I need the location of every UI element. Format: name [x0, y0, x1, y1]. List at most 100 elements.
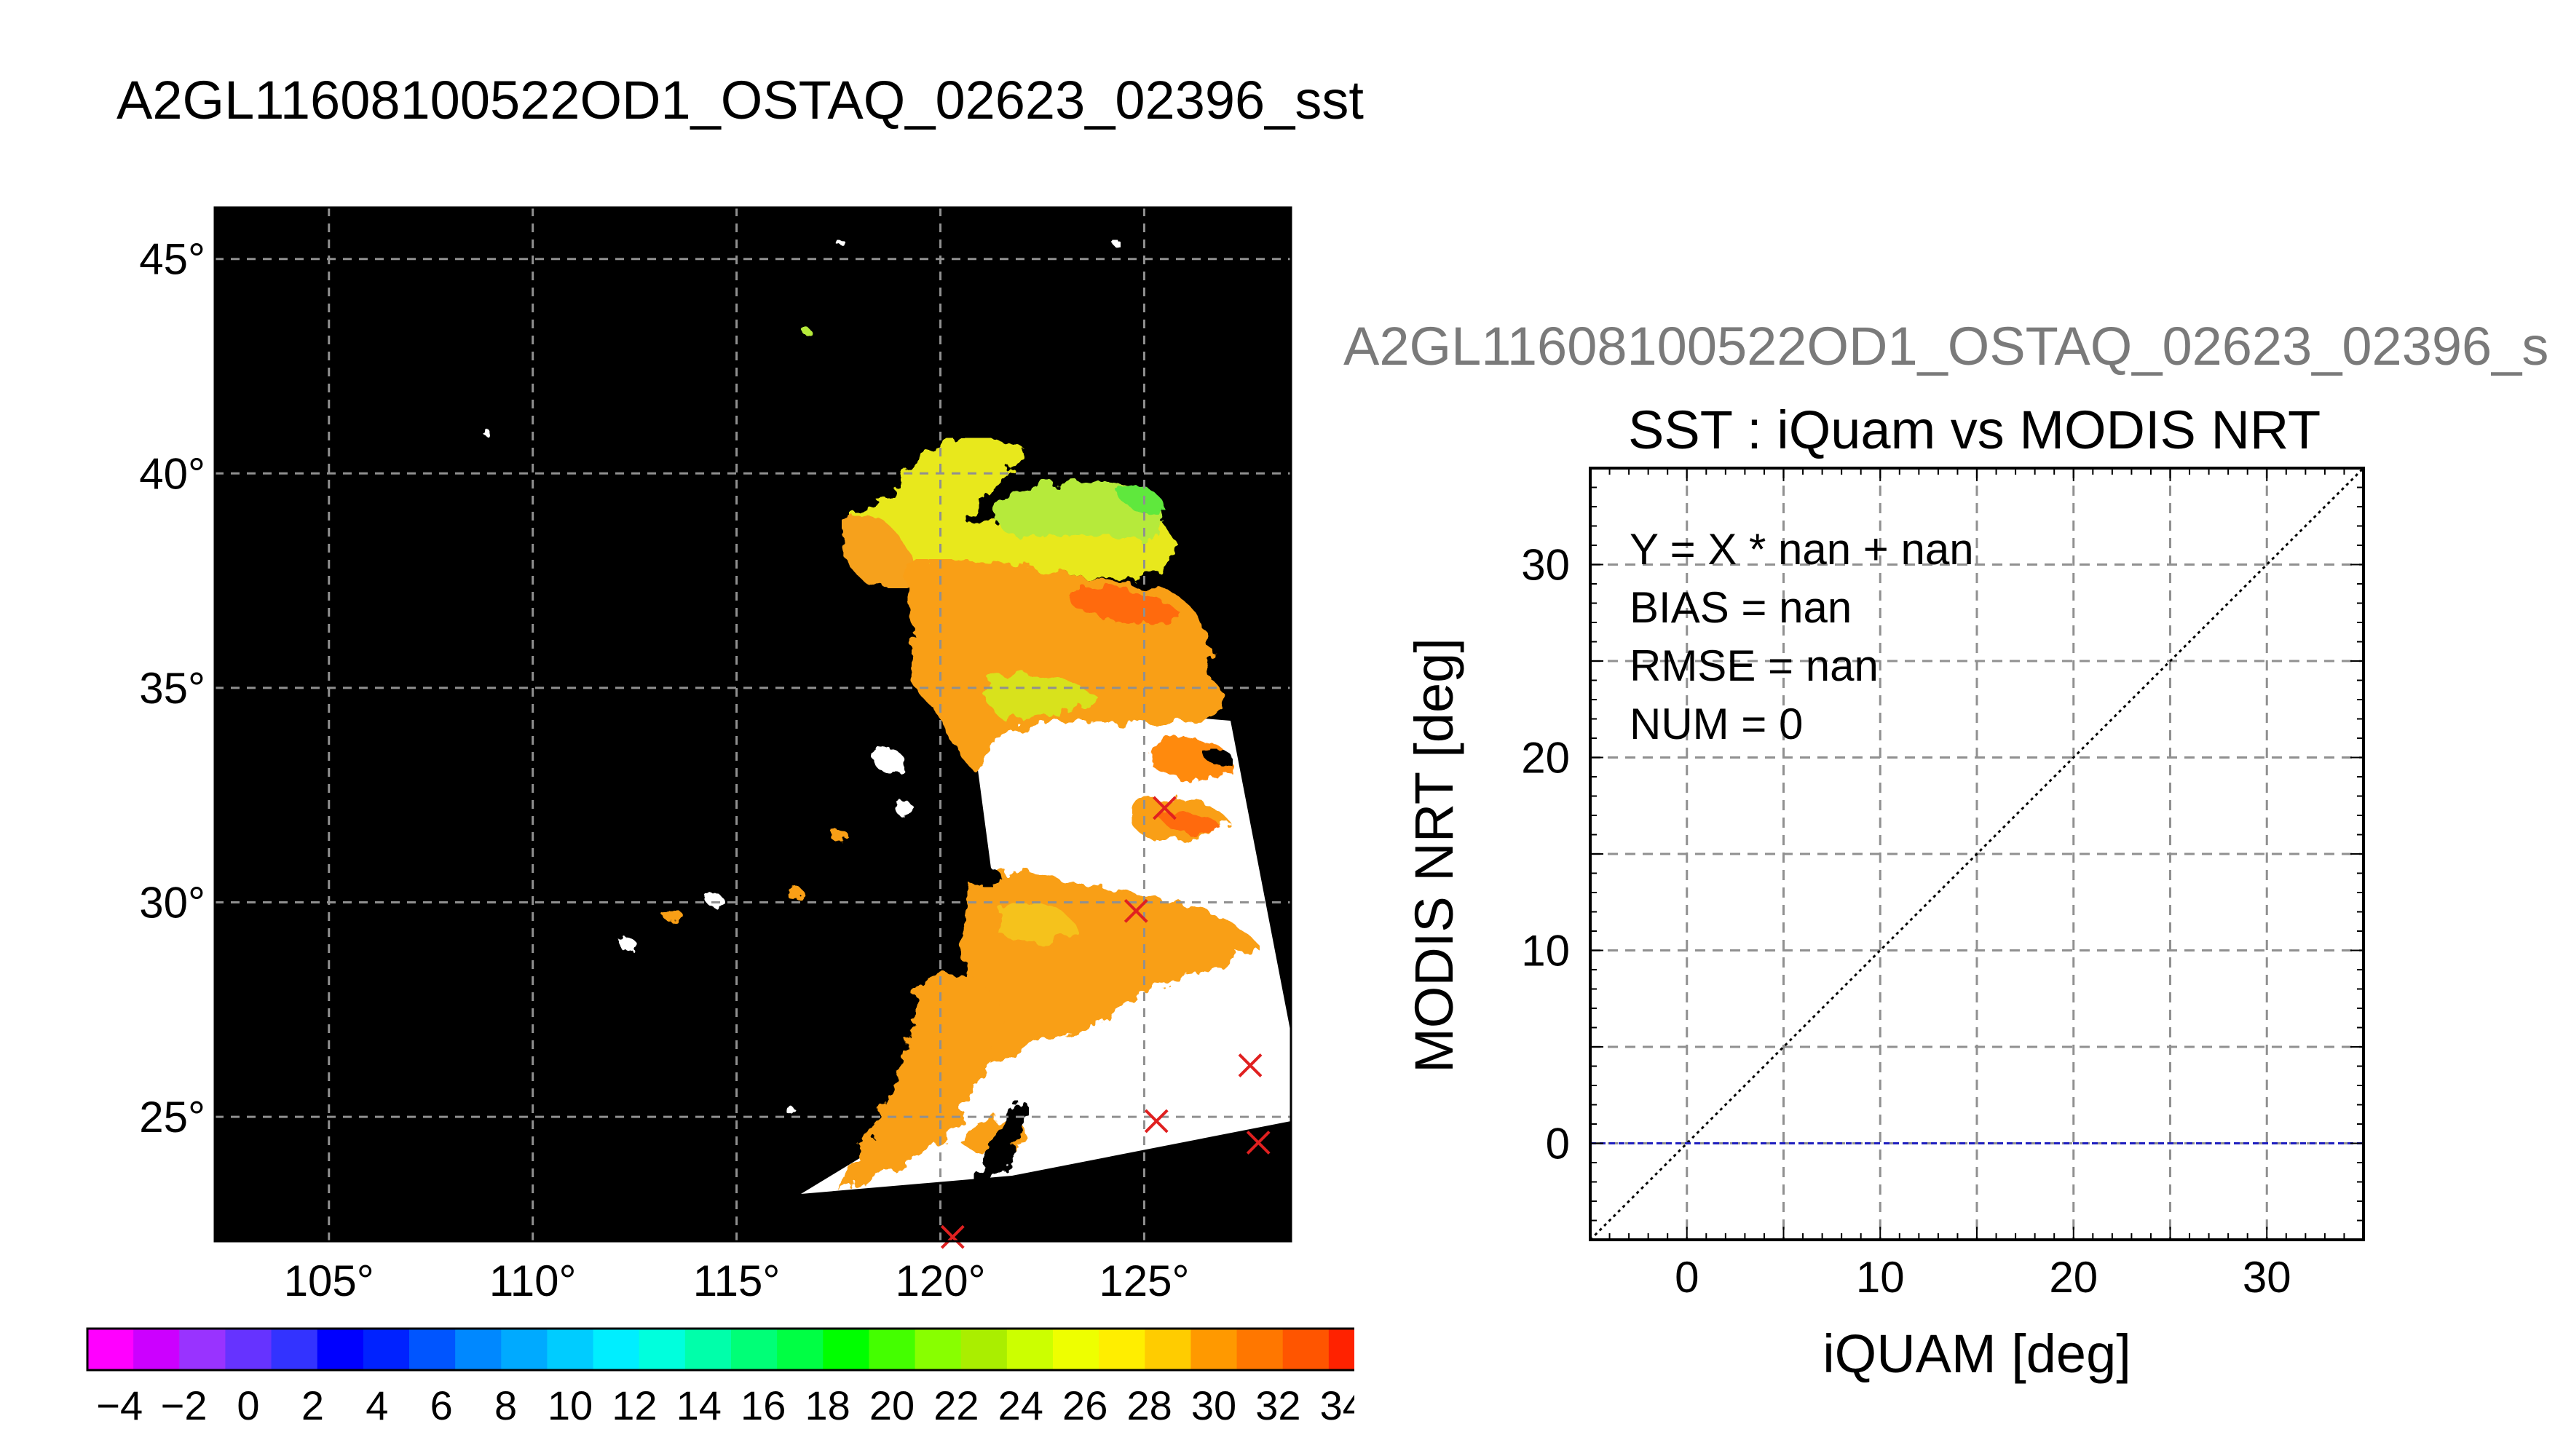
map-lon-tick-label: 110° — [489, 1257, 577, 1305]
map-gridlines — [215, 207, 1291, 1241]
colorbar-tick-label: 6 — [430, 1382, 453, 1428]
colorbar-tick-label: 22 — [933, 1382, 979, 1428]
scatter-stats: Y = X * nan + nan BIAS = nan RMSE = nan NUM… — [1630, 525, 1974, 748]
colorbar-frame — [86, 1327, 1354, 1372]
scatter-tick-labels: 0 10 20 30 0 10 20 30 — [1521, 541, 2291, 1302]
map-lat-tick-label: 45° — [139, 235, 205, 284]
colorbar-segment — [409, 1329, 456, 1370]
main-title: A2GL11608100522OD1_OSTAQ_02623_02396_sst — [117, 70, 1364, 130]
colorbar-segment — [777, 1329, 824, 1370]
colorbar-tick-label: 34 — [1320, 1382, 1354, 1428]
map-lon-tick-label: 105° — [284, 1257, 374, 1305]
colorbar-tick-label: −4 — [96, 1382, 143, 1428]
buoy-marker — [1124, 898, 1148, 923]
colorbar-segment — [1190, 1329, 1238, 1370]
colorbar-tick-label: 16 — [741, 1382, 786, 1428]
scatter-stat-line: NUM = 0 — [1630, 700, 1803, 748]
scatter-x-tick-label: 30 — [2243, 1253, 2291, 1302]
scatter-y-tick-label: 30 — [1521, 541, 1570, 590]
buoy-marker — [1144, 1109, 1169, 1133]
colorbar-segment — [1099, 1329, 1145, 1370]
land-taiwan — [974, 1100, 1029, 1197]
colorbar-segment — [915, 1329, 962, 1370]
one-to-one-line — [1589, 467, 2365, 1241]
scatter-x-axis-label: iQUAM [deg] — [1823, 1324, 2131, 1384]
colorbar-tick-label: 14 — [676, 1382, 722, 1428]
colorbar-tick-label: 24 — [998, 1382, 1043, 1428]
scatter-title: SST : iQuam vs MODIS NRT — [1628, 400, 2321, 460]
scatter-reference-lines — [1589, 467, 2365, 1241]
colorbar-tick-label: 10 — [548, 1382, 593, 1428]
scatter-stat-line: RMSE = nan — [1630, 641, 1879, 690]
scatter-frame — [1589, 467, 2365, 1241]
colorbar-tick-label: 20 — [869, 1382, 915, 1428]
map-axis-labels: 105° 110° 115° 120° 125° 45° 40° 35° 30° 25° — [139, 235, 1189, 1305]
scatter-x-tick-label: 10 — [1856, 1253, 1905, 1302]
scatter-y-tick-label: 20 — [1521, 734, 1570, 783]
scatter-y-tick-label: 10 — [1521, 927, 1570, 976]
colorbar-segment — [1006, 1329, 1054, 1370]
colorbar-segment — [87, 1329, 134, 1370]
colorbar-segment — [639, 1329, 686, 1370]
colorbar-segment — [731, 1329, 778, 1370]
colorbar-segment — [133, 1329, 180, 1370]
colorbar-segment — [501, 1329, 548, 1370]
scatter-plot: 0 10 20 30 0 10 20 30 Y = X * nan + nan BIAS = n… — [1404, 467, 2365, 1384]
colorbar-segment — [1145, 1329, 1191, 1370]
colorbar-segment — [455, 1329, 502, 1370]
inland-specks — [483, 240, 1121, 1115]
colorbar-segment — [1236, 1329, 1284, 1370]
colorbar-tick-label: 12 — [612, 1382, 657, 1428]
colorbar-segment — [1328, 1329, 1354, 1370]
sst-map: 105° 110° 115° 120° 125° 45° 40° 35° 30° 25° −4 −2… — [86, 206, 1354, 1428]
scatter-x-tick-label: 20 — [2049, 1253, 2098, 1302]
scatter-x-tick-label: 0 — [1675, 1253, 1699, 1302]
colorbar-tick-label: 28 — [1126, 1382, 1172, 1428]
colorbar-segment — [684, 1329, 732, 1370]
map-lat-tick-label: 35° — [139, 664, 205, 713]
colorbar-tick-label: 8 — [494, 1382, 517, 1428]
colorbar-segment — [225, 1329, 272, 1370]
colorbar-segment — [547, 1329, 594, 1370]
buoy-marker — [1153, 796, 1177, 820]
scatter-y-tick-label: 0 — [1546, 1120, 1570, 1168]
map-lat-tick-label: 25° — [139, 1093, 205, 1142]
colorbar-segment — [593, 1329, 640, 1370]
map-lat-tick-label: 40° — [139, 449, 205, 498]
colorbar-tick-labels: −4 −2 0 2 4 6 8 10 12 14 16 18 20 22 24 26 28 30 32 34 — [96, 1382, 1354, 1428]
scatter-stat-line: BIAS = nan — [1630, 583, 1852, 632]
scatter-supertitle: A2GL11608100522OD1_OSTAQ_02623_02396_s — [1343, 316, 2549, 376]
colorbar-tick-label: 30 — [1191, 1382, 1236, 1428]
map-frame — [213, 206, 1292, 1243]
buoy-marker — [940, 1224, 965, 1249]
colorbar-tick-label: 32 — [1255, 1382, 1300, 1428]
buoy-markers — [940, 796, 1271, 1249]
colorbar-segment — [1053, 1329, 1099, 1370]
colorbar-tick-label: 18 — [805, 1382, 850, 1428]
colorbar-tick-label: 26 — [1062, 1382, 1107, 1428]
buoy-marker — [1238, 1053, 1263, 1077]
colorbar-segment — [271, 1329, 318, 1370]
map-lat-tick-label: 30° — [139, 879, 205, 927]
cloud-mask — [932, 748, 1233, 887]
colorbar-segment — [179, 1329, 226, 1370]
map-lon-tick-label: 115° — [693, 1257, 781, 1305]
scatter-stat-line: Y = X * nan + nan — [1630, 525, 1974, 574]
sst-field-ecs — [837, 559, 1260, 1190]
colorbar-tick-label: 2 — [301, 1382, 324, 1428]
colorbar-segment — [317, 1329, 364, 1370]
colorbar-tick-label: 4 — [366, 1382, 388, 1428]
sst-field-bohai — [842, 438, 1180, 588]
map-lon-tick-label: 125° — [1099, 1257, 1189, 1305]
colorbar-tick-label: −2 — [161, 1382, 208, 1428]
scatter-y-axis-label: MODIS NRT [deg] — [1404, 638, 1464, 1073]
colorbar-segment — [823, 1329, 869, 1370]
buoy-marker — [1246, 1131, 1271, 1155]
map-lon-tick-label: 120° — [895, 1257, 985, 1305]
colorbar-segment — [960, 1329, 1008, 1370]
colorbar-tick-label: 0 — [237, 1382, 259, 1428]
colorbar — [86, 1327, 1354, 1372]
colorbar-segment — [1282, 1329, 1330, 1370]
colorbar-segment — [363, 1329, 410, 1370]
colorbar-segment — [869, 1329, 916, 1370]
